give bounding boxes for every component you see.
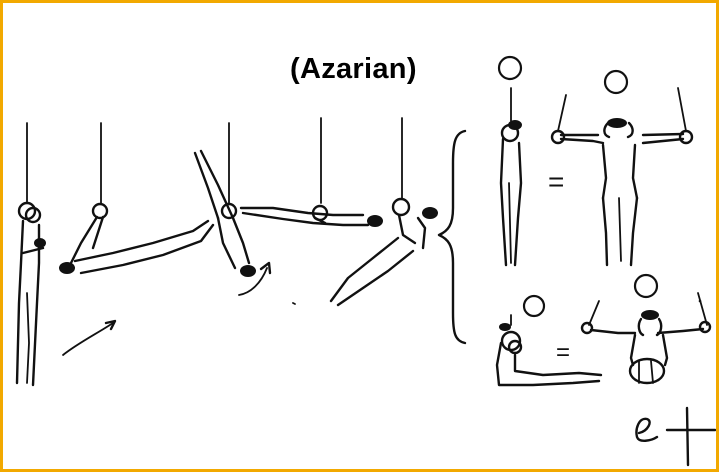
figure-7-cross: [550, 69, 694, 267]
skill-title: (Azarian): [290, 53, 417, 85]
equals-sign-1: =: [548, 166, 564, 197]
gymnastics-rings-diagram: = =: [15, 55, 716, 467]
skill-value-symbol: [635, 406, 716, 467]
equals-sign-2: =: [556, 339, 570, 366]
figure-8-l-hang: [495, 294, 603, 387]
figure-2-swing: [59, 122, 215, 356]
stray-dot: [698, 299, 702, 303]
brace: [437, 129, 467, 345]
figure-3-pike: [193, 122, 272, 296]
figure-4-horizontal: [239, 117, 383, 305]
figure-5-rise: [329, 117, 438, 307]
figure-6-hang-detail: [497, 55, 523, 267]
figure-9-l-cross: [580, 273, 712, 385]
figure-1-hang: [15, 122, 46, 387]
